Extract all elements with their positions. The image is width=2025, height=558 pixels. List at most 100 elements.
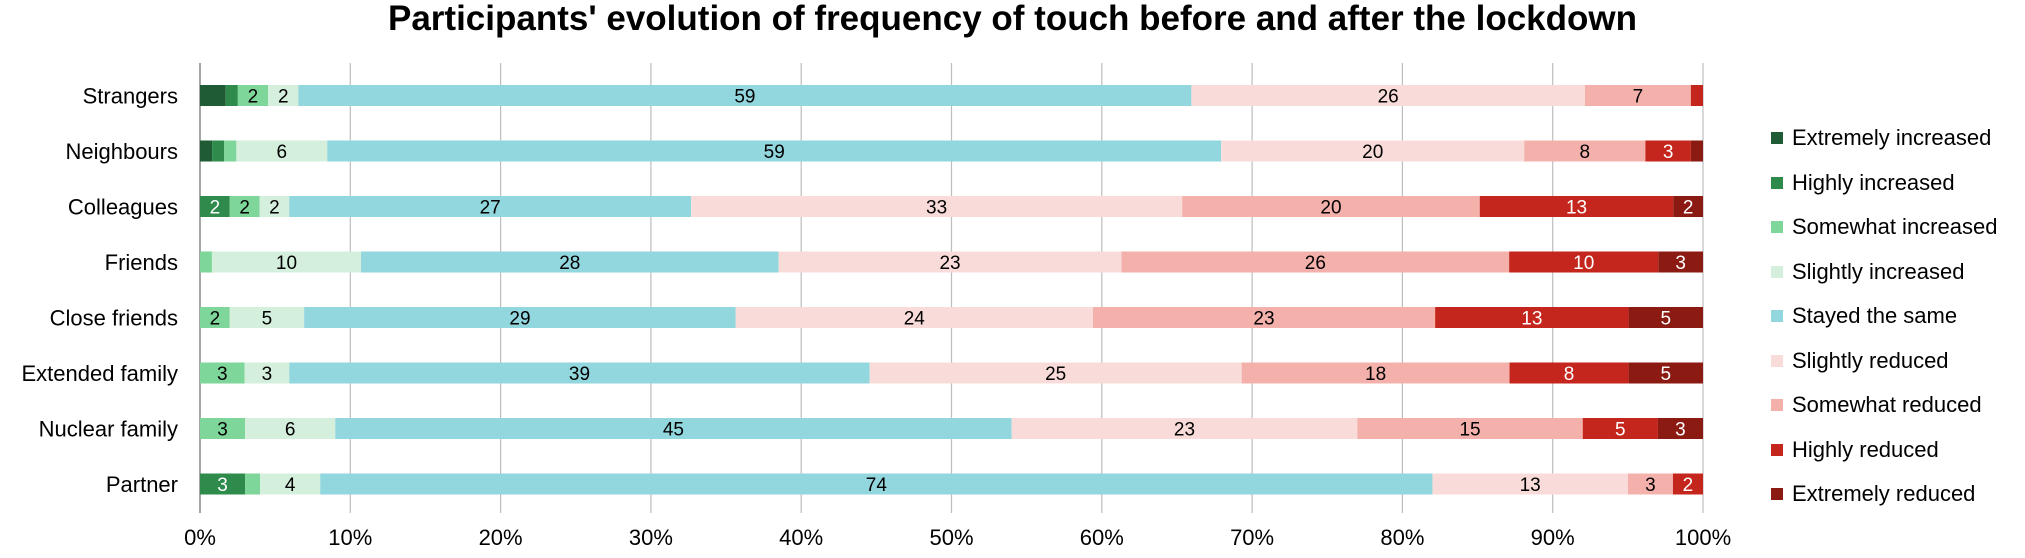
- bar-segment: [1690, 85, 1703, 106]
- data-label: 33: [926, 198, 947, 219]
- data-label: 3: [1675, 253, 1686, 274]
- bar-segment: [1479, 196, 1674, 217]
- legend-item: Somewhat reduced: [1771, 383, 1997, 428]
- legend-swatch: [1771, 310, 1783, 323]
- data-label: 7: [1633, 87, 1644, 108]
- legend-label: Highly reduced: [1792, 436, 1939, 462]
- data-label: 23: [939, 253, 960, 274]
- bar-segment: [200, 362, 245, 384]
- bar-segment: [236, 140, 328, 162]
- legend-swatch: [1771, 488, 1783, 501]
- bar-segment: [320, 473, 1433, 495]
- data-label: 29: [509, 309, 530, 330]
- bar-segment: [1121, 251, 1510, 273]
- legend-swatch: [1771, 399, 1783, 412]
- legend-label: Slightly increased: [1792, 258, 1965, 284]
- data-label: 13: [1566, 198, 1587, 219]
- bar-segment: [1221, 140, 1525, 162]
- bar-segment: [298, 85, 1192, 106]
- data-label: 3: [217, 420, 228, 441]
- data-label: 3: [1645, 475, 1656, 496]
- data-label: 2: [210, 198, 221, 219]
- category-labels: Strangers Neighbours Colleagues Friends Clos…: [21, 84, 178, 498]
- data-label: 2: [1683, 475, 1694, 496]
- legend-label: Extremely reduced: [1792, 481, 1976, 507]
- legend-item: Somewhat increased: [1771, 205, 1997, 250]
- data-label: 13: [1521, 309, 1542, 330]
- bar-segment: [869, 362, 1242, 384]
- category-label: Colleagues: [68, 195, 178, 220]
- bar-segment: [1182, 196, 1480, 217]
- gridlines: [199, 63, 1704, 513]
- bar-segment: [1645, 140, 1691, 162]
- legend-item: Slightly increased: [1771, 250, 1997, 295]
- legend-item: Extremely reduced: [1771, 472, 1997, 517]
- bars: 2 2 59 26 76 59 20 8 32 2 2 27 33 20 13 210 28 23 26 10 32 5 2…: [200, 85, 1703, 496]
- data-label: 2: [269, 198, 280, 219]
- bar-segment: [1011, 418, 1358, 439]
- legend-item: Extremely increased: [1771, 116, 1997, 161]
- bar-segment: [229, 196, 260, 217]
- bar-segment: [735, 307, 1093, 328]
- x-tick-label: 60%: [1080, 525, 1124, 550]
- data-label: 27: [480, 198, 501, 219]
- data-label: 3: [217, 475, 228, 496]
- bar-segment: [224, 140, 237, 162]
- data-label: 2: [278, 87, 289, 108]
- bar-segment: [1672, 473, 1703, 495]
- bar-segment: [361, 251, 779, 273]
- bar-segment: [304, 307, 736, 328]
- data-label: 23: [1174, 420, 1195, 441]
- legend-item: Highly reduced: [1771, 428, 1997, 473]
- data-label: 4: [285, 475, 296, 496]
- x-tick-label: 50%: [929, 525, 973, 550]
- bar-segment: [1357, 418, 1583, 439]
- data-label: 5: [262, 309, 273, 330]
- category-label: Friends: [105, 250, 178, 275]
- x-tick-label: 90%: [1531, 525, 1575, 550]
- data-label: 10: [276, 253, 297, 274]
- data-label: 59: [734, 87, 755, 108]
- data-label: 20: [1362, 142, 1383, 163]
- legend-swatch: [1771, 176, 1783, 189]
- bar-segment: [244, 362, 290, 384]
- data-label: 6: [277, 142, 288, 163]
- x-tick-labels: 0% 10% 20% 30% 40% 50% 60% 70% 80% 90% 100%: [184, 525, 1731, 550]
- data-label: 3: [262, 364, 273, 385]
- data-label: 2: [248, 87, 259, 108]
- data-label: 3: [1675, 420, 1686, 441]
- legend-label: Somewhat increased: [1792, 214, 1998, 240]
- bar-segment: [200, 418, 246, 439]
- x-tick-label: 0%: [184, 525, 216, 550]
- data-label: 5: [1661, 364, 1672, 385]
- legend-swatch: [1771, 132, 1783, 145]
- data-label: 5: [1615, 420, 1626, 441]
- data-label: 20: [1320, 198, 1341, 219]
- bar-segment: [200, 196, 230, 217]
- bar-segment: [200, 140, 213, 162]
- category-label: Close friends: [50, 306, 178, 331]
- bar-segment: [1435, 307, 1629, 328]
- bar-segment: [1657, 418, 1703, 439]
- x-tick-label: 80%: [1380, 525, 1424, 550]
- bar-segment: [212, 140, 225, 162]
- bar-segment: [1584, 85, 1691, 106]
- legend-label: Stayed the same: [1792, 303, 1958, 329]
- bar-segment: [1509, 251, 1659, 273]
- category-label: Partner: [106, 472, 178, 497]
- bar-segment: [268, 85, 299, 106]
- legend-item: Stayed the same: [1771, 294, 1997, 339]
- bar-segment: [245, 473, 261, 495]
- category-label: Neighbours: [65, 139, 178, 164]
- bar-segment: [245, 418, 336, 439]
- bar-segment: [237, 85, 269, 106]
- bar-segment: [1092, 307, 1436, 328]
- x-tick-label: 10%: [328, 525, 372, 550]
- bar-segment: [200, 85, 226, 106]
- data-label: 26: [1378, 87, 1399, 108]
- bar-segment: [200, 307, 230, 328]
- chart-title: Participants' evolution of frequency of …: [387, 0, 1637, 38]
- data-label: 8: [1564, 364, 1575, 385]
- data-label: 15: [1459, 420, 1480, 441]
